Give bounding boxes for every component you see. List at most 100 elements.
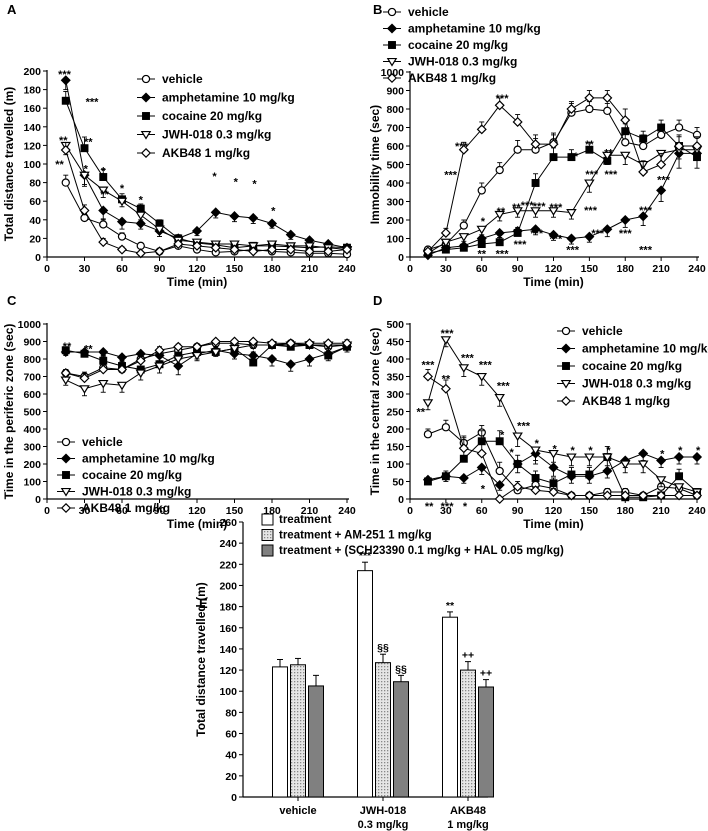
y-tick-label: 1000	[381, 67, 405, 79]
y-tick-label: 200	[386, 424, 404, 436]
data-point	[191, 341, 203, 352]
significance-label: ***	[521, 200, 535, 212]
legend-label: JWH-018 0.3 mg/kg	[408, 55, 517, 69]
data-point	[191, 240, 203, 251]
series-line	[65, 342, 348, 378]
x-tick-label: 0	[407, 505, 413, 517]
data-point	[247, 242, 259, 251]
panel-letter: C	[7, 293, 17, 308]
data-point	[620, 490, 631, 501]
y-tick-label: 160	[219, 623, 237, 635]
significance-label: *	[101, 166, 106, 178]
significance-label: *	[212, 171, 217, 183]
significance-label: *	[120, 183, 125, 195]
data-point	[567, 470, 576, 479]
legend-marker	[60, 487, 72, 497]
series-line	[65, 341, 347, 379]
data-point	[116, 381, 128, 391]
data-point	[440, 383, 451, 394]
data-point	[458, 233, 470, 242]
data-point	[116, 364, 128, 375]
legend-item: amphetamine 10 mg/kg	[383, 22, 541, 36]
significance-label: ***	[461, 352, 475, 364]
y-tick-label: 140	[23, 122, 41, 134]
significance-label: ***	[58, 69, 72, 81]
legend-marker	[560, 395, 572, 407]
data-point	[79, 205, 90, 216]
data-point	[585, 145, 594, 154]
series-line	[65, 346, 348, 367]
data-point	[266, 338, 278, 349]
x-tick-label: 240	[688, 263, 706, 275]
significance-label: ***	[422, 359, 436, 371]
data-point	[691, 490, 703, 501]
x-axis-label: Time (min)	[523, 275, 583, 289]
y-tick-label: 60	[29, 196, 41, 208]
x-tick-label: AKB48	[450, 805, 486, 817]
data-point	[530, 139, 541, 150]
data-point	[248, 246, 259, 257]
data-point	[440, 238, 452, 248]
data-point	[249, 358, 258, 367]
data-point	[637, 460, 649, 470]
data-point	[531, 474, 540, 482]
bar	[442, 616, 458, 798]
y-tick-label: 240	[219, 538, 237, 550]
data-point	[154, 246, 165, 257]
data-point	[548, 449, 559, 459]
data-point	[566, 103, 577, 115]
series-line	[65, 149, 348, 254]
series-line	[427, 376, 697, 500]
data-point	[566, 233, 577, 244]
x-tick-label: 240	[338, 505, 356, 517]
x-tick-label: 240	[688, 505, 706, 517]
data-point	[638, 166, 649, 177]
data-point	[210, 348, 222, 358]
data-point	[285, 229, 296, 240]
data-point	[99, 173, 108, 181]
y-tick-label: 900	[23, 337, 41, 349]
data-point	[80, 144, 89, 153]
significance-label: *	[84, 164, 89, 176]
legend: vehicle amphetamine 10 mg/kg cocaine 20 mg…	[57, 435, 215, 515]
x-tick-label: 0.3 mg/kg	[358, 819, 409, 831]
y-tick-label: 200	[219, 580, 237, 592]
legend-item: JWH-018 0.3 mg/kg	[137, 128, 271, 142]
significance-label: ***	[496, 93, 510, 105]
data-point	[530, 446, 541, 456]
series-diamond-open	[60, 336, 353, 384]
y-tick-label: 300	[386, 197, 404, 209]
legend-label: cocaine 20 mg/kg	[408, 38, 508, 52]
bar	[308, 685, 324, 798]
significance-label: ++	[462, 650, 474, 662]
significance-label: **	[84, 137, 93, 149]
data-point	[323, 338, 334, 349]
legend-label: JWH-018 0.3 mg/kg	[162, 128, 271, 142]
data-point	[135, 248, 146, 259]
x-tick-label: 180	[616, 263, 634, 275]
legend-item: treatment + AM-251 1 mg/kg	[261, 529, 432, 542]
y-tick-label: 800	[23, 354, 41, 366]
data-point	[691, 140, 703, 152]
y-tick-label: 200	[386, 215, 404, 227]
data-point	[116, 197, 128, 207]
data-point	[79, 385, 90, 394]
legend-marker	[386, 72, 398, 84]
data-point	[549, 153, 558, 162]
legend-item: AKB48 1 mg/kg	[557, 394, 670, 408]
series-line	[427, 152, 697, 256]
bar	[478, 686, 494, 798]
y-tick-label: 900	[386, 86, 404, 98]
x-tick-label: 180	[616, 505, 634, 517]
legend-marker	[386, 57, 398, 67]
data-point	[655, 476, 667, 485]
x-tick-label: 210	[301, 263, 319, 275]
data-point	[656, 490, 667, 501]
data-point	[494, 493, 505, 505]
data-point	[621, 127, 630, 136]
series-diamond-filled	[60, 75, 353, 253]
panel-a: A 0 20 40 60 80 100 120 140 160 180 200 0 30 60 90 120 15…	[2, 2, 356, 289]
y-tick-label: 450	[386, 337, 404, 349]
data-point	[675, 472, 684, 481]
significance-label: *	[660, 449, 665, 461]
